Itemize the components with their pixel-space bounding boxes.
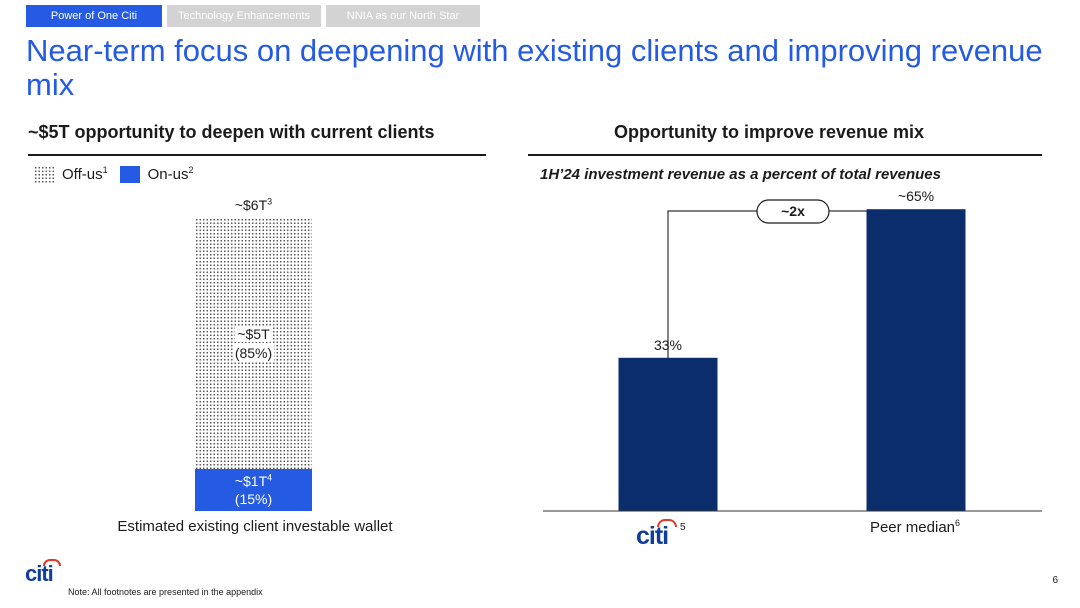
page-number: 6 bbox=[1052, 575, 1058, 586]
citi-category-logo: citi bbox=[636, 519, 677, 551]
page-title: Near-term focus on deepening with existi… bbox=[26, 33, 1043, 102]
citi-footer-logo: citi bbox=[25, 559, 61, 587]
tab-technology-enhancements[interactable]: Technology Enhancements bbox=[167, 5, 321, 27]
left-divider bbox=[28, 154, 486, 156]
bar-on-us-label: ~$1T4 bbox=[234, 472, 273, 489]
stack-total-label: ~$6T3 bbox=[234, 196, 273, 213]
bar-off-us: ~$5T (85%) bbox=[195, 218, 312, 469]
bar-on-us: ~$1T4 (15%) bbox=[195, 469, 312, 511]
category-peer-median: Peer median6 bbox=[869, 518, 961, 537]
citi-category-note: 5 bbox=[680, 522, 686, 533]
chart-subtitle: 1H’24 investment revenue as a percent of… bbox=[540, 166, 941, 183]
footnote: Note: All footnotes are presented in the… bbox=[68, 587, 263, 597]
right-divider bbox=[528, 154, 1042, 156]
tab-power-of-one-citi[interactable]: Power of One Citi bbox=[26, 5, 162, 27]
bar-value-label: ~65% bbox=[898, 188, 934, 204]
multiplier-pill bbox=[756, 199, 830, 224]
off-us-swatch bbox=[34, 166, 54, 183]
stack-caption: Estimated existing client investable wal… bbox=[117, 518, 393, 535]
right-section-heading: Opportunity to improve revenue mix bbox=[614, 122, 925, 142]
bar-value-label: 33% bbox=[654, 337, 682, 353]
tab-nnia-north-star[interactable]: NNIA as our North Star bbox=[326, 5, 480, 27]
left-section-heading: ~$5T opportunity to deepen with current … bbox=[28, 122, 435, 142]
on-us-swatch bbox=[119, 166, 140, 183]
bar-citi bbox=[618, 357, 718, 511]
legend-on-us: On-us2 bbox=[147, 165, 194, 184]
multiplier-label: ~2x bbox=[781, 203, 805, 219]
bar-peer-median bbox=[866, 209, 966, 511]
bar-off-us-label: ~$5T (85%) bbox=[232, 326, 275, 361]
legend-off-us: Off-us1 bbox=[62, 165, 108, 184]
bar-on-us-pct: (15%) bbox=[234, 491, 273, 507]
legend: Off-us1 On-us2 bbox=[34, 166, 193, 183]
